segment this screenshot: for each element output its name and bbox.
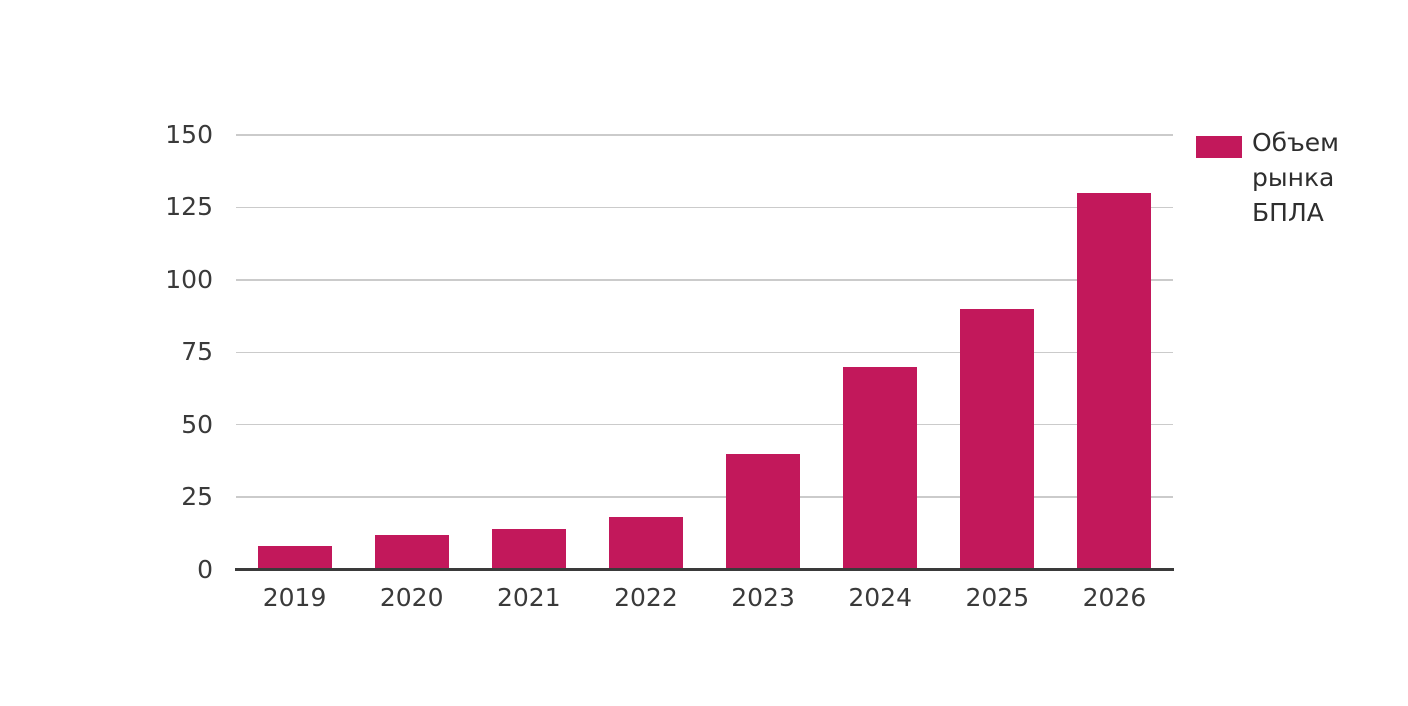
x-tick-label-2025: 2025 <box>965 583 1030 612</box>
gridline-y-150 <box>236 134 1173 136</box>
x-tick-label-2020: 2020 <box>379 583 444 612</box>
gridline-y-50 <box>236 423 1173 426</box>
x-tick-label-2021: 2021 <box>497 583 561 612</box>
y-tick-label-100: 100 <box>165 264 213 294</box>
x-tick-label-2026: 2026 <box>1082 583 1147 612</box>
y-tick-label-125: 125 <box>165 192 213 222</box>
legend-swatch <box>1196 136 1242 158</box>
y-tick-label-0: 0 <box>197 554 213 584</box>
bar-2024 <box>843 366 918 570</box>
bar-2021 <box>491 528 566 570</box>
bar-2022 <box>608 517 683 570</box>
x-axis-line <box>235 568 1174 571</box>
y-tick-label-150: 150 <box>165 120 213 149</box>
gridline-y-25 <box>236 496 1173 498</box>
gridline-y-75 <box>236 351 1173 353</box>
legend-label: Объем рынка БПЛА <box>1252 128 1339 227</box>
x-tick-label-2023: 2023 <box>731 583 795 612</box>
bar-2019 <box>257 546 332 570</box>
gridline-y-125 <box>236 206 1173 209</box>
bar-2020 <box>374 534 449 570</box>
y-tick-label-25: 25 <box>181 482 213 512</box>
y-tick-label-50: 50 <box>181 409 213 439</box>
bar-2023 <box>726 453 801 570</box>
x-tick-label-2019: 2019 <box>262 583 327 612</box>
x-tick-label-2024: 2024 <box>848 583 912 612</box>
bar-2026 <box>1077 192 1152 570</box>
y-tick-label-75: 75 <box>181 337 213 367</box>
gridline-y-100 <box>236 279 1173 281</box>
x-tick-label-2022: 2022 <box>614 583 678 612</box>
bar-2025 <box>960 308 1035 570</box>
